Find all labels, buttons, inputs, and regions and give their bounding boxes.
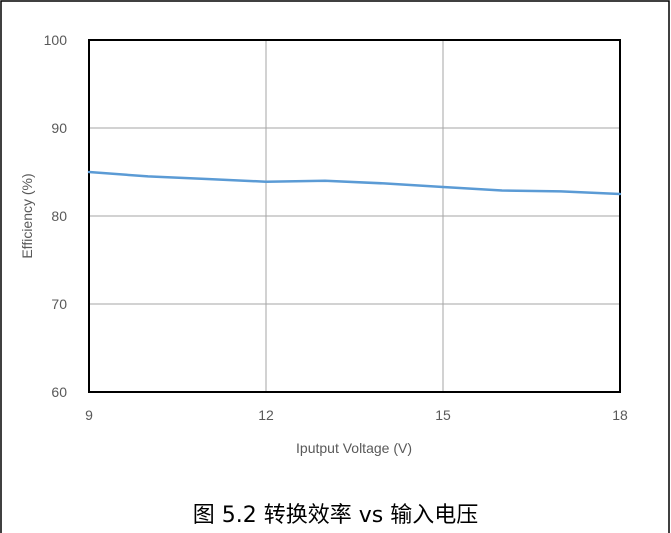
plot-border <box>88 39 621 393</box>
data-point <box>619 193 621 195</box>
x-tick-label: 9 <box>85 407 93 423</box>
data-point <box>501 189 503 192</box>
y-tick-label: 100 <box>44 32 68 48</box>
data-point <box>442 186 444 188</box>
data-point <box>206 178 208 180</box>
plot-area: 60 70 80 90 100 9 12 15 18 <box>44 32 628 423</box>
x-tick-label: 12 <box>258 407 274 423</box>
y-tick-label: 70 <box>51 296 67 312</box>
y-axis-label: Efficiency (%) <box>19 173 35 258</box>
y-tick-label: 60 <box>51 384 67 400</box>
y-tick-label: 90 <box>51 120 67 136</box>
data-point <box>265 180 267 183</box>
x-axis-label: Iputput Voltage (V) <box>296 440 412 456</box>
efficiency-line <box>87 170 622 196</box>
x-tick-label: 18 <box>612 407 628 423</box>
data-point <box>147 175 149 178</box>
data-point <box>383 182 385 185</box>
data-point <box>324 180 326 182</box>
data-point <box>560 190 562 193</box>
data-point <box>88 171 90 173</box>
y-tick-label: 80 <box>51 208 67 224</box>
figure-caption: 图 5.2 转换效率 vs 输入电压 <box>192 503 479 528</box>
x-tick-label: 15 <box>435 407 451 423</box>
